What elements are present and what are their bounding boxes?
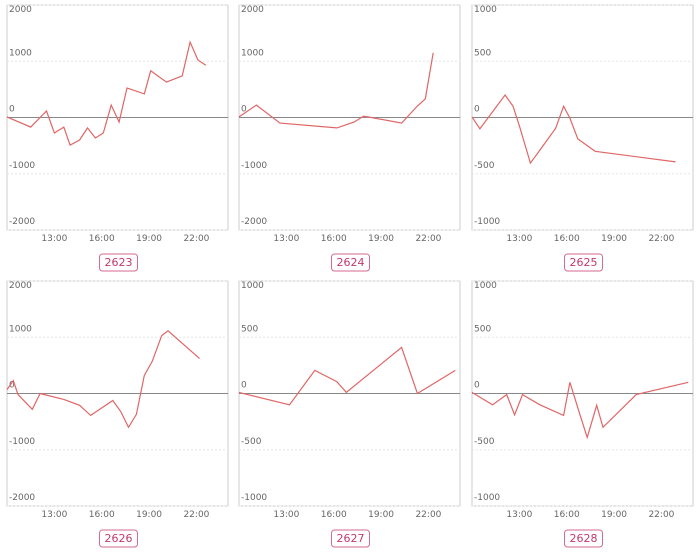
y-tick-label: 0 (241, 381, 247, 391)
y-tick-label: 500 (241, 324, 258, 334)
x-tick-label: 22:00 (648, 234, 674, 244)
panel: -2000 -1000 0 1000 2000 13:00 16:00 19:00 22:00 2… (6, 4, 229, 272)
label-box (331, 529, 370, 548)
panel-label: 2627 (337, 532, 365, 545)
y-tick-label: 2000 (9, 281, 32, 291)
x-tick-label: 22:00 (415, 234, 441, 244)
x-tick-label: 19:00 (368, 234, 394, 244)
y-tick-label: -2000 (9, 217, 35, 227)
y-tick-label: 500 (474, 48, 491, 58)
label-box (564, 529, 603, 548)
label-box (564, 253, 603, 272)
y-tick-label: 2000 (241, 5, 264, 15)
x-tick-label: 19:00 (136, 234, 162, 244)
y-tick-label: -1000 (9, 437, 35, 447)
y-tick-label: -500 (241, 437, 262, 447)
panel: -2000 -1000 0 1000 2000 13:00 16:00 19:00 22:00 2… (6, 280, 229, 548)
y-tick-label: 0 (474, 105, 480, 115)
x-tick-label: 13:00 (41, 510, 67, 520)
x-tick-label: 16:00 (554, 510, 580, 520)
x-tick-label: 13:00 (273, 234, 299, 244)
panel-label: 2623 (105, 256, 133, 269)
x-tick-label: 13:00 (273, 510, 299, 520)
y-tick-label: 0 (9, 105, 15, 115)
x-tick-label: 22:00 (648, 510, 674, 520)
x-tick-label: 16:00 (321, 510, 347, 520)
y-tick-label: 2000 (9, 5, 32, 15)
panel-label: 2624 (337, 256, 365, 269)
x-tick-label: 16:00 (89, 234, 115, 244)
y-tick-label: 1000 (474, 5, 497, 15)
x-tick-label: 19:00 (601, 234, 627, 244)
y-tick-label: 1000 (241, 281, 264, 291)
data-line (471, 381, 689, 440)
y-tick-label: -1000 (474, 493, 500, 503)
y-tick-label: -1000 (474, 217, 500, 227)
y-tick-label: 500 (474, 324, 491, 334)
y-tick-label: 1000 (9, 324, 32, 334)
panel-label: 2626 (105, 532, 133, 545)
x-tick-label: 13:00 (41, 234, 67, 244)
y-tick-label: 0 (241, 105, 247, 115)
data-line (238, 346, 456, 406)
y-tick-label: 0 (9, 381, 15, 391)
data-line (6, 330, 200, 429)
panel: -1000 -500 0 500 1000 13:00 16:00 19:00 22:00 262… (471, 280, 694, 548)
panel: -1000 -500 0 500 1000 13:00 16:00 19:00 22:00 262… (238, 280, 461, 548)
x-tick-label: 13:00 (506, 234, 532, 244)
y-tick-label: 1000 (241, 48, 264, 58)
panel: -1000 -500 0 500 1000 13:00 16:00 19:00 22:00 262… (471, 4, 694, 272)
label-box (99, 253, 138, 272)
x-tick-label: 19:00 (601, 510, 627, 520)
y-tick-label: -2000 (241, 217, 267, 227)
y-tick-label: -500 (474, 437, 495, 447)
panel: -2000 -1000 0 1000 2000 13:00 16:00 19:00 22:00 2… (238, 4, 461, 272)
x-tick-label: 16:00 (89, 510, 115, 520)
data-line (238, 52, 434, 129)
x-tick-label: 16:00 (321, 234, 347, 244)
x-tick-label: 19:00 (136, 510, 162, 520)
y-tick-label: 1000 (9, 48, 32, 58)
y-tick-label: -1000 (9, 161, 35, 171)
y-tick-label: 1000 (474, 281, 497, 291)
panel-label: 2628 (570, 532, 598, 545)
data-line (6, 40, 207, 146)
data-line (471, 93, 676, 165)
label-box (99, 529, 138, 548)
x-tick-label: 13:00 (506, 510, 532, 520)
y-tick-label: 0 (474, 381, 480, 391)
panel-label: 2625 (570, 256, 598, 269)
y-tick-label: -500 (474, 161, 495, 171)
y-tick-label: -1000 (241, 161, 267, 171)
label-box (331, 253, 370, 272)
x-tick-label: 16:00 (554, 234, 580, 244)
x-tick-label: 22:00 (415, 510, 441, 520)
y-tick-label: -1000 (241, 493, 267, 503)
x-tick-label: 19:00 (368, 510, 394, 520)
y-tick-label: -2000 (9, 493, 35, 503)
x-tick-label: 22:00 (183, 510, 209, 520)
x-tick-label: 22:00 (183, 234, 209, 244)
